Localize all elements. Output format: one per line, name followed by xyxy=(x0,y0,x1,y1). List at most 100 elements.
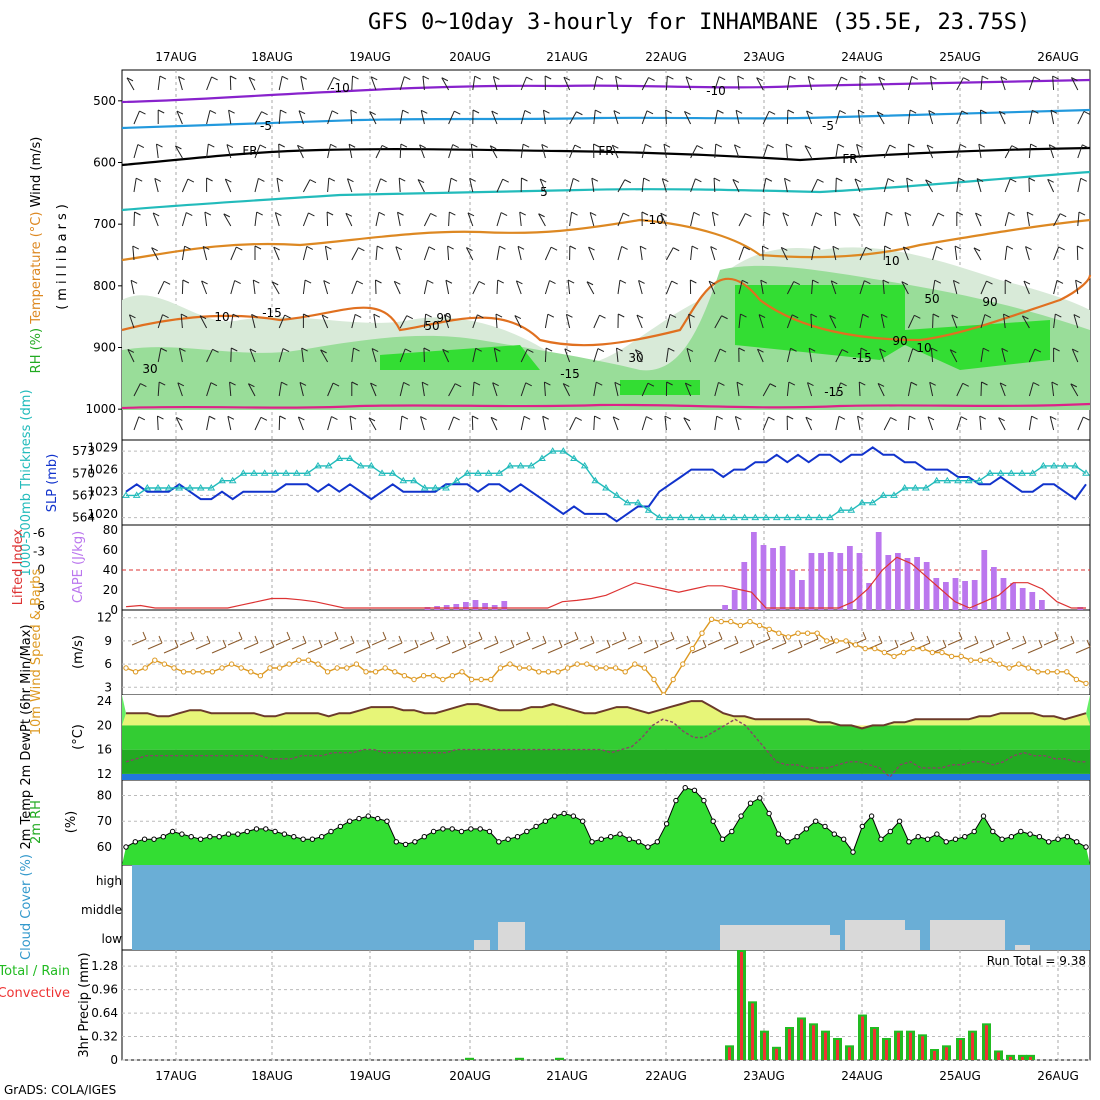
wind-barb-flag xyxy=(349,415,357,420)
wind-barb-flag xyxy=(784,177,791,182)
wind-barb-flag xyxy=(886,211,893,216)
wind-barb xyxy=(1048,144,1055,159)
rh-point xyxy=(608,834,614,840)
rh-point xyxy=(281,831,288,837)
wind10-barb-flag xyxy=(350,635,355,644)
thickness-marker xyxy=(495,469,504,476)
wind-barb-flag xyxy=(472,415,479,420)
wind-barb-flag xyxy=(186,212,193,216)
wind-barb-flag xyxy=(734,144,741,149)
cape-bar xyxy=(837,553,844,610)
temp-ytick: 24 xyxy=(97,694,112,708)
wind10-barb-flag xyxy=(990,639,995,648)
wind-barb-flag xyxy=(1070,383,1078,388)
wind-barb-flag xyxy=(984,314,992,318)
wind10-barb xyxy=(835,646,851,654)
wind-barb-flag xyxy=(402,109,409,114)
wind-barb xyxy=(708,281,716,295)
wind-barb xyxy=(128,314,135,329)
cape-bar xyxy=(731,590,738,610)
rh-point xyxy=(393,839,399,845)
wind-barb-flag xyxy=(230,75,237,80)
wind-barb xyxy=(297,416,304,431)
slp-ytick: 1023 xyxy=(87,485,118,499)
cloud-low-block xyxy=(830,935,840,950)
wind-barb xyxy=(271,281,280,295)
wind-barb xyxy=(206,110,211,125)
wind-barb xyxy=(634,349,643,363)
wind-barb-flag xyxy=(139,110,146,115)
wind-speed-point xyxy=(632,661,638,667)
wind-barb xyxy=(758,314,764,329)
wind-barb xyxy=(202,246,208,261)
wind-barb xyxy=(1053,314,1056,329)
wind-barb xyxy=(805,417,813,431)
wind-barb xyxy=(856,144,861,159)
wind-barb xyxy=(760,280,764,295)
wind10-barb xyxy=(499,646,515,654)
wind-barb xyxy=(496,246,500,261)
wind-barb xyxy=(999,382,1006,397)
wind-barb xyxy=(278,348,284,363)
rh-point xyxy=(1064,834,1071,840)
wind-barb xyxy=(714,382,719,397)
rh-point xyxy=(132,839,139,845)
wind-barb-flag xyxy=(981,75,989,80)
wind-barb xyxy=(399,382,405,397)
rh-point xyxy=(253,826,260,832)
wind-barb-flag xyxy=(502,178,509,183)
wind-barb xyxy=(907,76,913,91)
wind-barb xyxy=(835,76,842,91)
thickness-marker xyxy=(452,476,461,484)
wind10-barb xyxy=(403,646,419,654)
wind-barb-flag xyxy=(959,143,967,148)
wind-barb xyxy=(422,76,425,91)
temp-band-1 xyxy=(122,749,1090,774)
temp-ytick: 20 xyxy=(97,718,112,732)
wind-barb xyxy=(370,382,377,397)
date-label-bottom: 21AUG xyxy=(546,1069,588,1083)
wind10-barb xyxy=(595,646,611,654)
date-label-top: 18AUG xyxy=(251,50,293,64)
wind-barb xyxy=(423,314,427,329)
precip-conv-bar xyxy=(824,1032,827,1060)
wind-barb xyxy=(859,314,864,329)
wind-barb xyxy=(665,75,668,91)
wind-barb xyxy=(638,280,643,295)
wind-speed-point xyxy=(766,626,772,632)
wind-barb xyxy=(811,179,818,193)
wind-barb xyxy=(949,349,958,363)
wind-barb-flag xyxy=(492,382,499,387)
wind-speed-point xyxy=(564,665,571,671)
wind-barb xyxy=(641,383,649,397)
wind-barb-flag xyxy=(258,177,265,182)
wind-barb xyxy=(811,279,814,295)
thickness-marker xyxy=(783,513,792,521)
wind-barb-flag xyxy=(209,109,217,114)
wind-barb-flag xyxy=(226,144,234,148)
wind-barb-flag xyxy=(735,109,743,114)
wind-barb xyxy=(227,416,232,431)
thickness-marker xyxy=(676,513,685,521)
wind-barb xyxy=(448,144,454,159)
wind-barb xyxy=(327,77,335,91)
wind-barb-flag xyxy=(538,213,545,218)
wind-barb-flag xyxy=(1003,313,1010,318)
wind10-barb xyxy=(339,642,355,650)
thickness-marker xyxy=(1050,461,1058,469)
contour-minus5 xyxy=(121,108,1091,130)
precip-ytick: 0.32 xyxy=(91,1030,118,1044)
wind-barb xyxy=(998,417,1006,431)
wind-barb-flag xyxy=(400,143,408,148)
wind-barb xyxy=(472,281,480,295)
rh-point xyxy=(645,844,651,850)
rh-point xyxy=(868,813,875,819)
upper-ylabel-units: (millibars) xyxy=(55,200,70,310)
wind-speed-point xyxy=(795,630,801,636)
wind-barb-flag xyxy=(853,213,860,218)
wind-barb xyxy=(665,109,667,125)
wind10-barb xyxy=(419,638,435,646)
date-label-top: 22AUG xyxy=(645,50,687,64)
rh-point xyxy=(169,828,176,835)
wind-barb-flag xyxy=(859,75,867,80)
